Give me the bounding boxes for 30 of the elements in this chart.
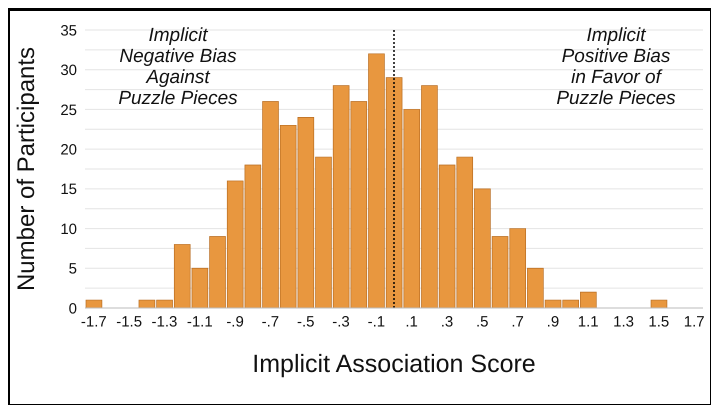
x-tick-label: .1 — [405, 314, 418, 331]
x-tick-label: -.7 — [262, 314, 280, 331]
annotation: Implicit Negative Bias Against Puzzle Pieces — [117, 25, 239, 109]
x-axis-title: Implicit Association Score — [252, 350, 536, 378]
x-tick-label: -.9 — [226, 314, 244, 331]
x-tick-label: .7 — [511, 314, 524, 331]
x-tick-label: -1.7 — [80, 314, 107, 331]
y-tick-label: 15 — [60, 181, 77, 198]
y-axis-title: Number of Participants — [13, 46, 40, 292]
x-tick-label: 1.1 — [578, 314, 599, 331]
x-tick-label: .3 — [440, 314, 454, 331]
x-tick-label: -1.1 — [186, 314, 213, 331]
y-tick-label: 10 — [60, 220, 77, 238]
y-tick-label: 5 — [68, 260, 77, 278]
x-tick-label: 1.3 — [613, 314, 634, 331]
y-tick-label: 0 — [68, 300, 77, 318]
x-tick-label: .5 — [476, 314, 489, 331]
x-tick-label: 1.7 — [684, 314, 705, 331]
x-tick-label: -1.3 — [152, 314, 178, 331]
y-tick-label: 20 — [60, 141, 77, 158]
x-tick-label: -.1 — [368, 314, 386, 331]
x-tick-label: -1.5 — [116, 314, 142, 331]
x-tick-label: -.3 — [332, 314, 350, 331]
y-tick-label: 35 — [60, 22, 77, 40]
x-tick-label: 1.5 — [648, 314, 670, 331]
y-tick-label: 25 — [60, 102, 77, 119]
x-tick-label: .9 — [546, 314, 560, 331]
y-tick-label: 30 — [60, 62, 77, 80]
x-tick-label: -.5 — [296, 314, 314, 331]
annotation: Implicit Positive Bias in Favor of Puzzle Pieces — [555, 25, 677, 109]
